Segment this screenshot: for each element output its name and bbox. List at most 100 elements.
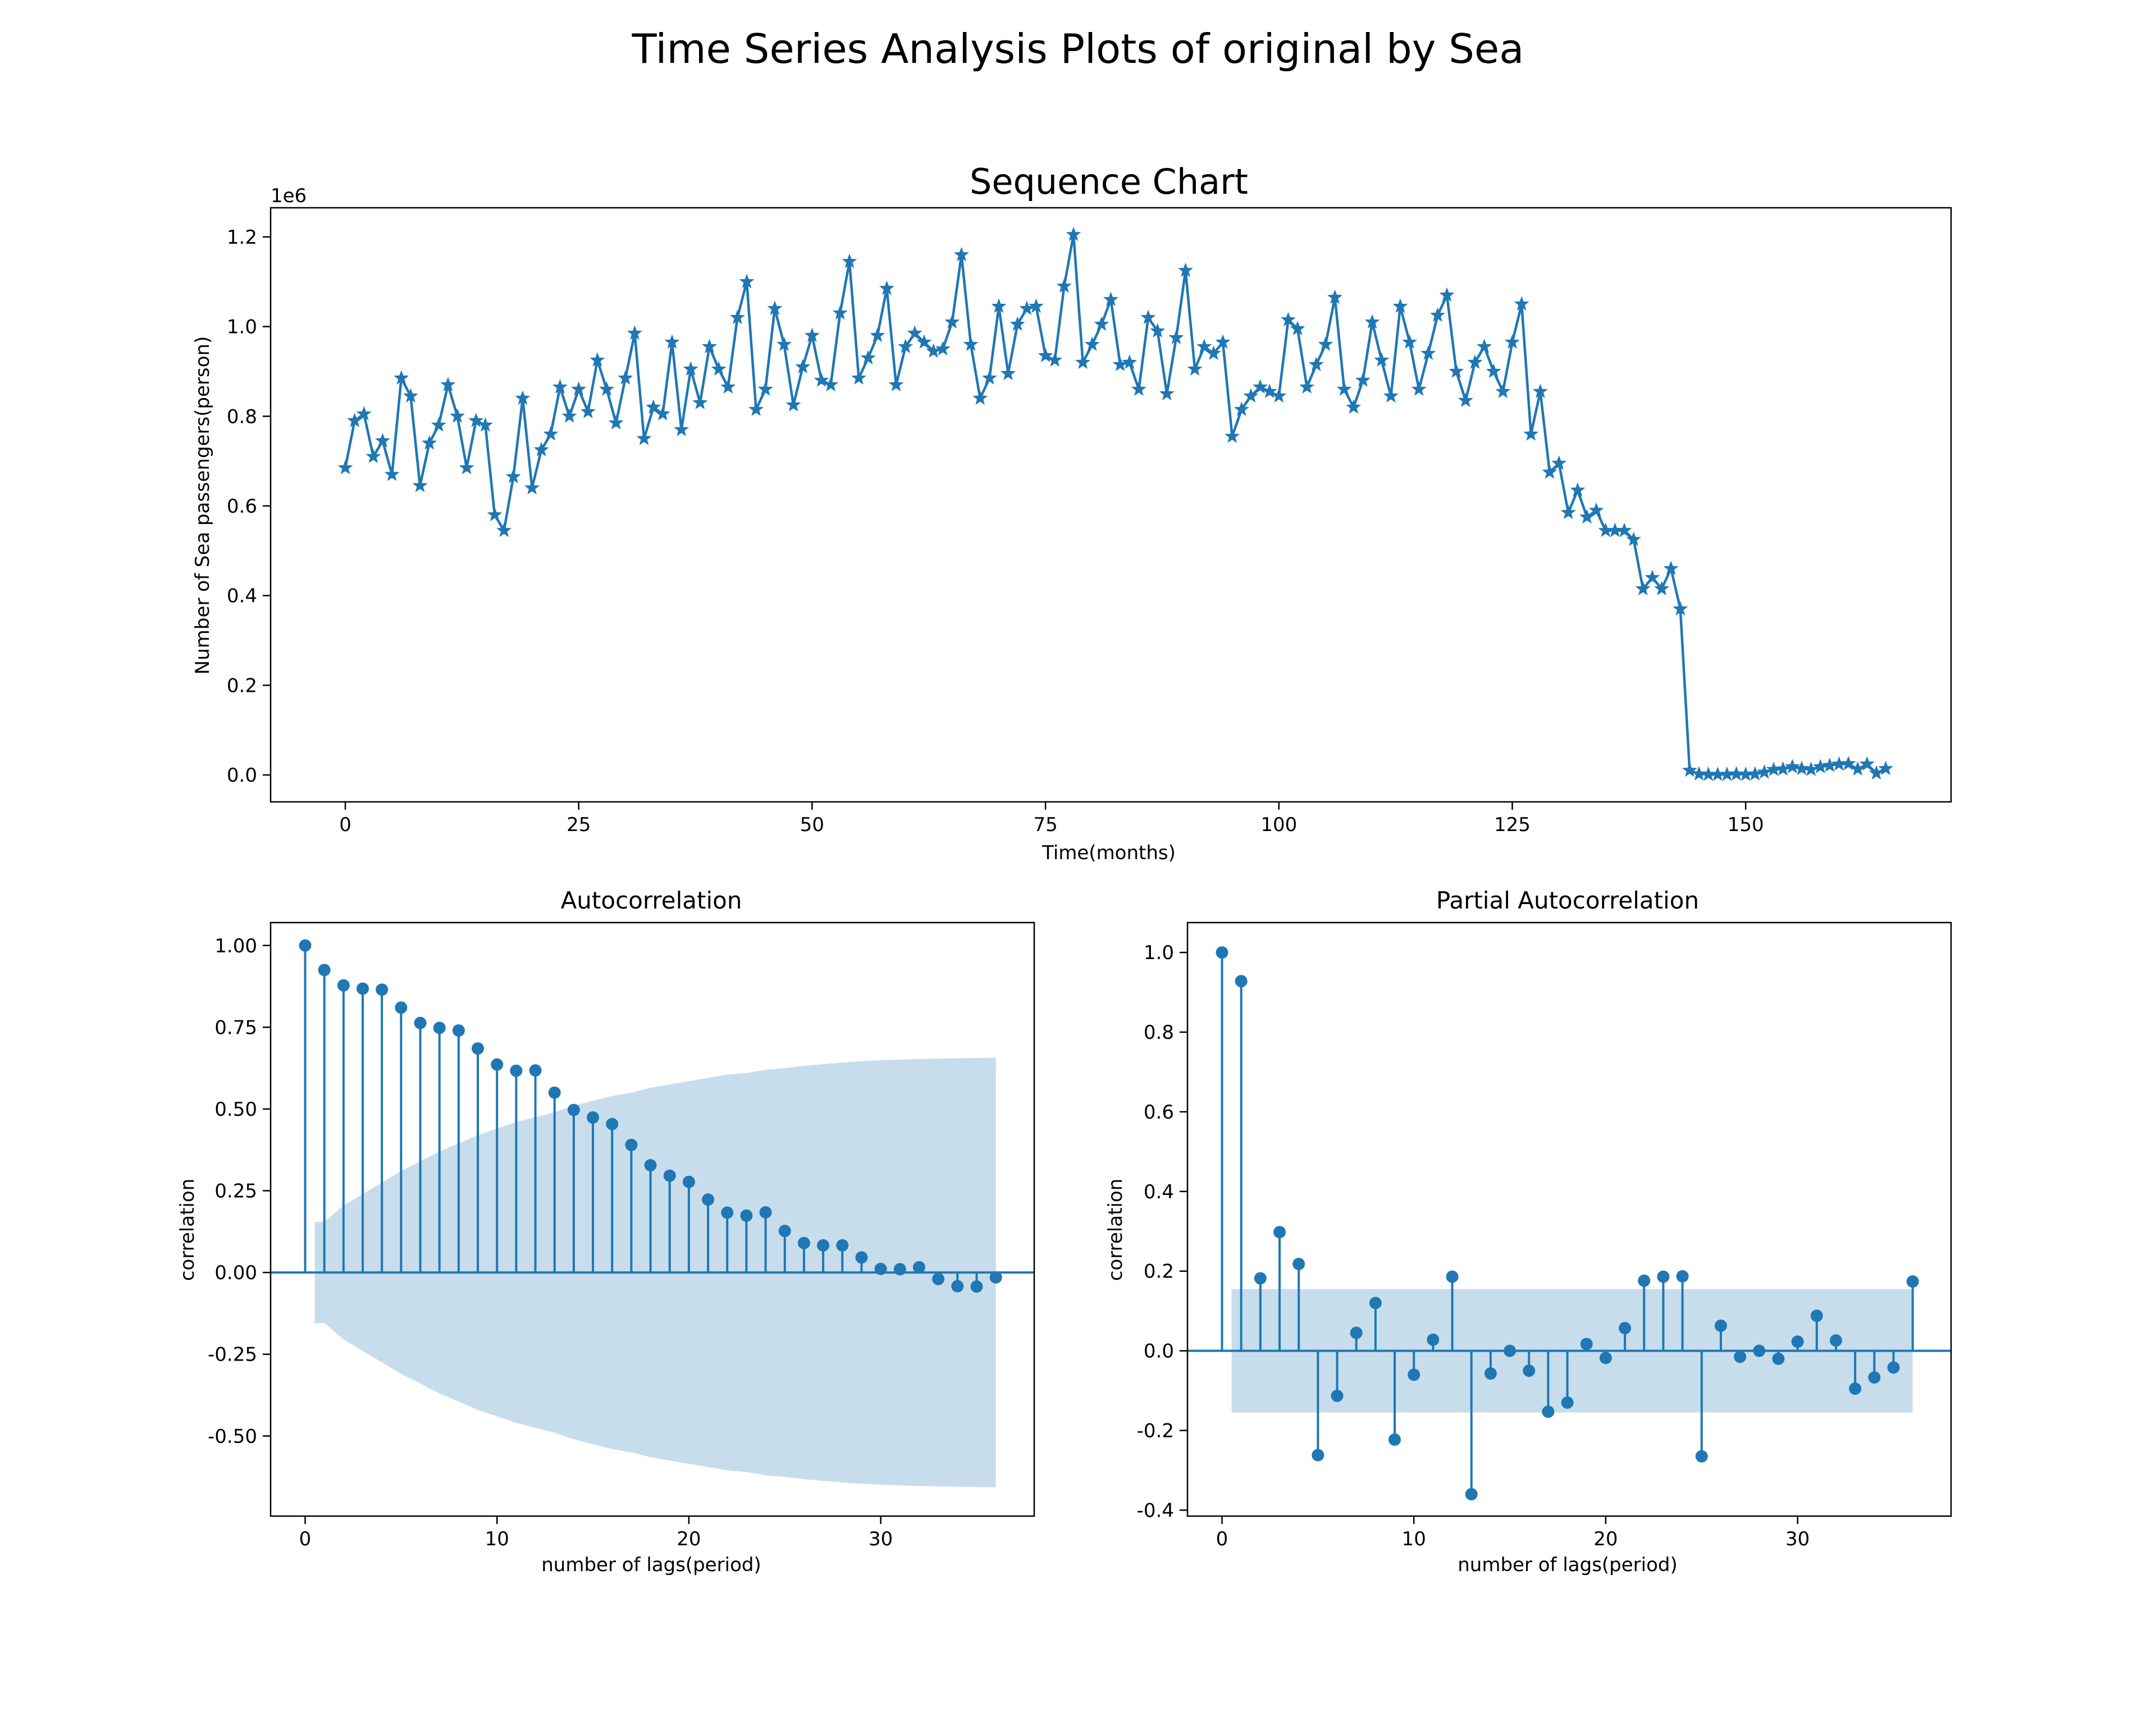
pacf-point	[1829, 1334, 1842, 1347]
sequence-point	[1523, 426, 1539, 441]
sequence-point	[505, 468, 521, 483]
acf-point	[644, 1159, 657, 1172]
acf-point	[491, 1058, 504, 1071]
pacf-point	[1657, 1270, 1670, 1283]
sequence-point	[590, 352, 605, 367]
sequence-point	[888, 377, 904, 391]
sequence-point	[394, 370, 409, 385]
sequence-point	[1308, 357, 1324, 371]
sequence-point	[981, 370, 997, 385]
sequence-point	[1112, 357, 1128, 371]
sequence-point	[1840, 755, 1856, 770]
sequence-point	[1402, 334, 1418, 349]
sequence-point	[422, 435, 437, 450]
acf-point	[395, 1001, 408, 1014]
acf-point	[740, 1209, 753, 1222]
acf-point	[893, 1263, 906, 1276]
pacf-point	[1580, 1338, 1593, 1350]
sequence-point	[431, 417, 446, 432]
sequence-point	[608, 415, 624, 430]
sequence-point	[1878, 760, 1894, 775]
sequence-point	[1411, 381, 1427, 396]
sequence-point	[1626, 531, 1642, 546]
sequence-point	[1756, 764, 1772, 779]
acf-point	[318, 964, 331, 976]
sequence-point	[1318, 336, 1333, 352]
pacf-ytick-label: -0.2	[1137, 1420, 1174, 1442]
acf-point	[817, 1239, 830, 1252]
acf-ytick-label: -0.50	[208, 1425, 257, 1448]
acf-point	[510, 1064, 523, 1077]
sequence-point	[1215, 334, 1231, 349]
sequence-point	[440, 377, 456, 391]
sequence-point	[1579, 509, 1595, 524]
sequence-chart-xtick-label: 50	[800, 814, 824, 836]
sequence-point	[1467, 354, 1483, 369]
pacf-point	[1292, 1257, 1305, 1270]
pacf-point	[1849, 1382, 1862, 1395]
acf-point	[912, 1261, 925, 1274]
pacf-point	[1753, 1344, 1766, 1357]
figure-suptitle: Time Series Analysis Plots of original b…	[632, 25, 1524, 72]
sequence-point	[1420, 345, 1436, 360]
pacf-point	[1427, 1333, 1440, 1346]
sequence-point	[337, 459, 353, 474]
sequence-point	[767, 300, 783, 316]
sequence-point	[655, 406, 670, 421]
sequence-point	[580, 404, 596, 418]
acf-point	[989, 1271, 1002, 1284]
sequence-point	[412, 477, 428, 492]
sequence-point	[1168, 330, 1184, 345]
acf-point	[970, 1280, 983, 1293]
acf-point	[548, 1086, 561, 1099]
pacf-point	[1388, 1433, 1401, 1446]
pacf-point	[1369, 1297, 1382, 1309]
sequence-chart-ytick-label: 0.0	[227, 764, 257, 787]
sequence-point	[1458, 393, 1473, 407]
pacf-point	[1772, 1352, 1785, 1365]
sequence-point	[646, 399, 661, 414]
acf-xtick-label: 20	[677, 1528, 701, 1550]
acf-point	[625, 1139, 638, 1152]
sequence-point	[1551, 455, 1567, 470]
acf-point	[337, 979, 350, 992]
pacf-point	[1350, 1326, 1363, 1339]
sequence-point	[636, 431, 652, 445]
sequence-point	[1355, 372, 1371, 387]
sequence-chart-axes: Sequence Chart 1e6 Time(months) Number o…	[191, 161, 1952, 864]
sequence-point	[1205, 345, 1221, 360]
sequence-point	[1449, 363, 1464, 378]
sequence-point	[972, 390, 988, 405]
sequence-chart-xlabel: Time(months)	[1042, 842, 1176, 864]
acf-point	[951, 1280, 964, 1293]
pacf-point	[1619, 1322, 1632, 1335]
sequence-point	[748, 401, 764, 416]
acf-point	[606, 1117, 619, 1130]
pacf-xtick-label: 0	[1216, 1528, 1228, 1550]
sequence-point	[935, 341, 951, 355]
pacf-point	[1408, 1368, 1420, 1381]
sequence-point	[599, 381, 615, 396]
acf-point	[567, 1103, 580, 1116]
pacf-point	[1484, 1367, 1497, 1380]
sequence-point	[1616, 522, 1632, 537]
sequence-chart-xtick-label: 25	[567, 814, 591, 836]
acf-ytick-label: 1.00	[214, 935, 257, 957]
sequence-point	[1253, 379, 1268, 394]
sequence-point	[477, 417, 493, 432]
pacf-point	[1599, 1352, 1612, 1365]
sequence-point	[571, 381, 587, 396]
acf-frame	[270, 921, 1035, 1517]
sequence-point	[1299, 379, 1315, 394]
sequence-point	[1019, 300, 1035, 316]
sequence-chart-ytick-label: 1.0	[227, 316, 257, 339]
sequence-point	[1505, 334, 1520, 349]
sequence-chart-xtick-label: 0	[339, 814, 351, 836]
sequence-point	[1570, 482, 1586, 497]
pacf-point	[1734, 1350, 1747, 1363]
sequence-point	[1682, 762, 1697, 777]
sequence-point	[1392, 298, 1408, 313]
sequence-point	[1645, 569, 1660, 585]
sequence-point	[487, 506, 503, 522]
sequence-chart-offset-label: 1e6	[271, 185, 307, 207]
